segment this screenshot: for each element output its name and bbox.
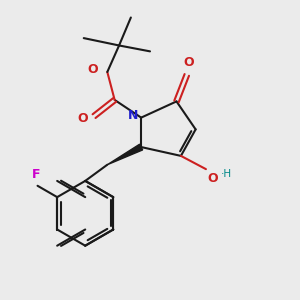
Text: O: O	[183, 56, 194, 69]
Text: N: N	[128, 109, 138, 122]
Polygon shape	[107, 144, 143, 165]
Text: F: F	[32, 168, 40, 182]
Text: ·H: ·H	[221, 169, 233, 179]
Text: O: O	[77, 112, 88, 125]
Text: O: O	[87, 62, 98, 76]
Text: O: O	[207, 172, 218, 185]
